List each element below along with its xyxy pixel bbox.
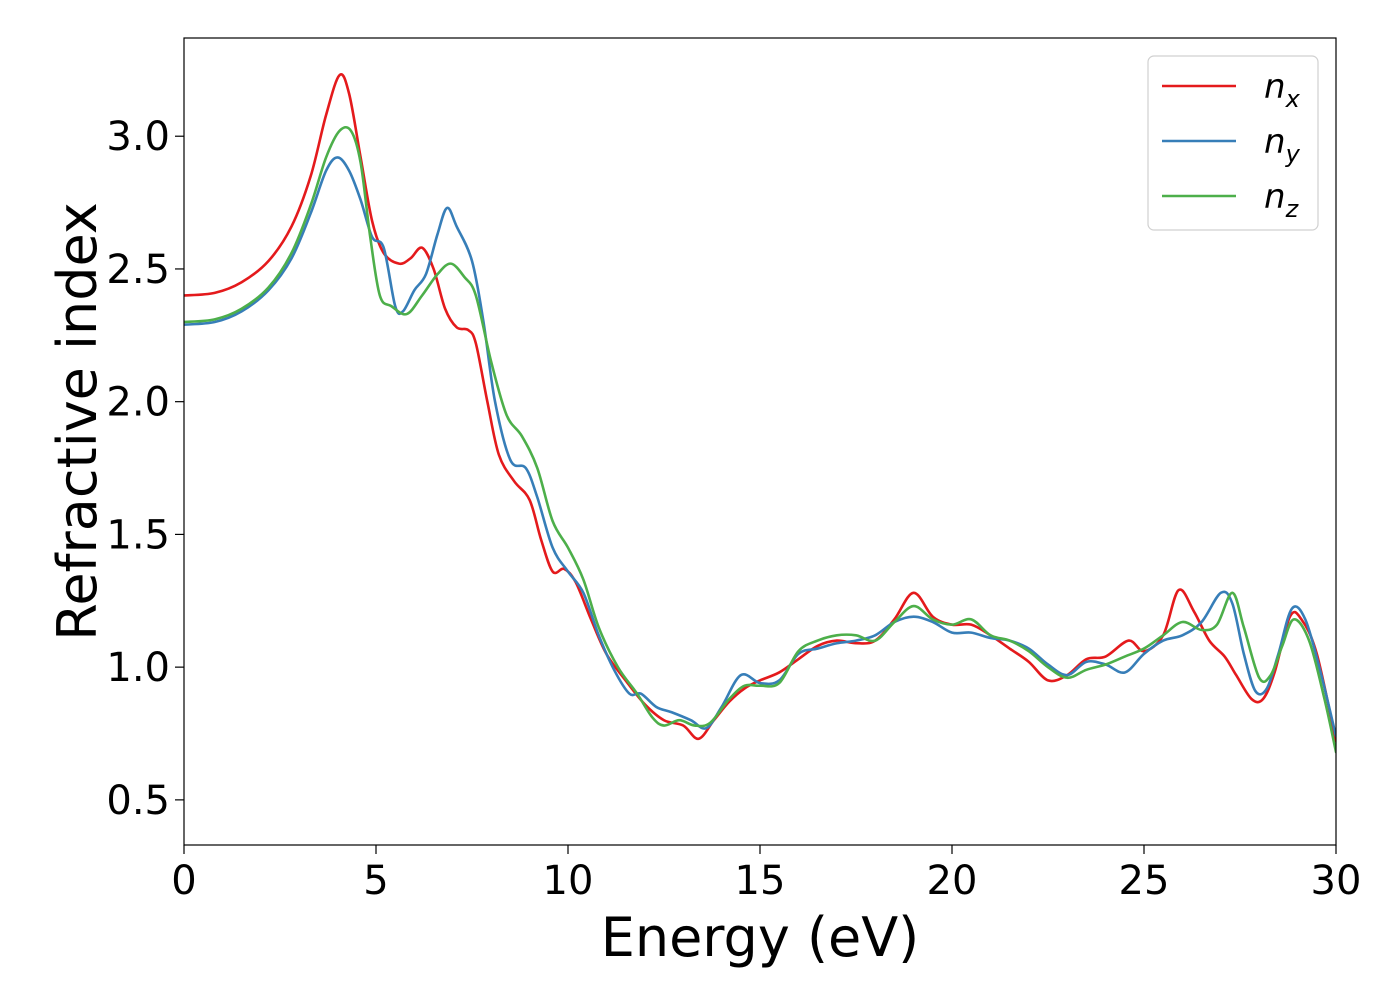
y-tick-label: 1.5 — [106, 512, 170, 558]
y-tick-label: 2.5 — [106, 247, 170, 293]
x-axis-label: Energy (eV) — [601, 906, 920, 969]
x-tick-label: 15 — [735, 858, 786, 904]
legend: nx ny nz — [1147, 55, 1319, 231]
x-tick-label: 0 — [171, 858, 196, 904]
y-tick-label: 2.0 — [106, 380, 170, 426]
y-tick-label: 1.0 — [106, 645, 170, 691]
series-line-nz — [184, 125, 1336, 754]
x-tick-label: 25 — [1119, 858, 1170, 904]
x-tick-label: 5 — [363, 858, 388, 904]
y-axis-label: Refractive index — [46, 202, 109, 641]
y-axis: 0.5 1.0 1.5 2.0 2.5 3.0 — [106, 114, 184, 824]
legend-box — [1147, 55, 1319, 231]
series-layer — [184, 73, 1336, 754]
x-axis: 0 5 10 15 20 25 30 — [171, 845, 1361, 904]
x-tick-label: 30 — [1311, 858, 1362, 904]
x-tick-label: 10 — [543, 858, 594, 904]
legend-label-x: nx — [1264, 67, 1301, 113]
legend-label-y: ny — [1264, 122, 1301, 168]
x-tick-label: 20 — [927, 858, 978, 904]
y-tick-label: 0.5 — [106, 778, 170, 824]
y-tick-label: 3.0 — [106, 114, 170, 160]
legend-label-z: nz — [1264, 177, 1300, 223]
